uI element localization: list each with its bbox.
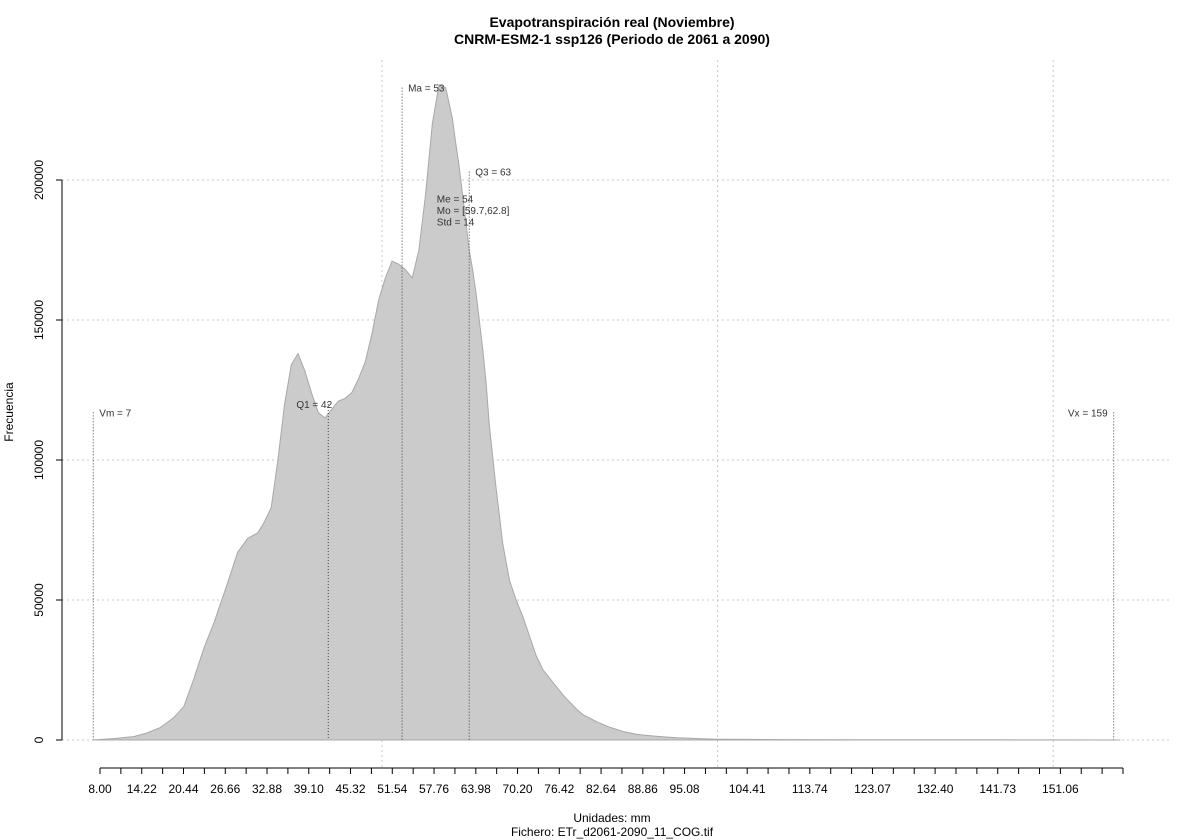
x-tick-label-10: 70.20 (503, 782, 533, 796)
x-tick-label-13: 88.86 (628, 782, 658, 796)
chart-title: Evapotranspiración real (Noviembre) (489, 14, 734, 30)
x-tick-label-16: 113.74 (792, 782, 828, 796)
x-tick-label-19: 141.73 (979, 782, 1016, 796)
x-tick-label-4: 32.88 (252, 782, 282, 796)
stat-label-4: Vx = 159 (1068, 408, 1108, 419)
y-tick-label-1: 50000 (32, 583, 46, 617)
x-tick-label-18: 132.40 (917, 782, 954, 796)
density-area (93, 84, 1121, 741)
x-tick-label-6: 45.32 (336, 782, 366, 796)
x-axis-label: Unidades: mm (573, 811, 650, 825)
x-tick-label-11: 76.42 (544, 782, 574, 796)
y-tick-label-2: 100000 (32, 440, 46, 480)
stats-block-line-1: Mo = [59.7,62.8] (437, 206, 510, 217)
file-footer: Fichero: ETr_d2061-2090_11_COG.tif (511, 825, 714, 839)
y-axis-label: Frecuencia (2, 382, 16, 442)
stat-lines (92, 87, 1115, 740)
annotations: Vm = 7 Q1 = 42 Ma = 53 Q3 = 63 Vx = 159 Me = … (99, 84, 1108, 420)
x-tick-label-8: 57.76 (419, 782, 449, 796)
x-tick-label-9: 63.98 (461, 782, 491, 796)
stat-label-0: Vm = 7 (99, 408, 131, 419)
x-tick-label-1: 14.22 (127, 782, 157, 796)
x-tick-label-5: 39.10 (294, 782, 324, 796)
stat-label-2: Ma = 53 (408, 84, 445, 95)
x-tick-label-2: 20.44 (168, 782, 198, 796)
x-tick-label-15: 104.41 (729, 782, 766, 796)
stat-label-3: Q3 = 63 (475, 168, 511, 179)
x-tick-label-17: 123.07 (854, 782, 891, 796)
stats-block-line-2: Std = 14 (437, 217, 475, 228)
x-tick-label-20: 151.06 (1042, 782, 1079, 796)
density-area-path (93, 84, 1121, 741)
stat-label-1: Q1 = 42 (296, 400, 332, 411)
chart-subtitle: CNRM-ESM2-1 ssp126 (Periodo de 2061 a 20… (454, 31, 770, 47)
x-tick-label-7: 51.54 (377, 782, 407, 796)
x-tick-label-12: 82.64 (586, 782, 616, 796)
stats-block-line-0: Me = 54 (437, 194, 474, 205)
y-tick-label-3: 150000 (32, 300, 46, 340)
axes: 0 50000 100000 150000 200000 8.00 14.22 20.44 26… (32, 160, 1124, 796)
x-tick-label-0: 8.00 (88, 782, 112, 796)
x-tick-label-14: 95.08 (670, 782, 700, 796)
y-tick-label-0: 0 (32, 736, 46, 743)
y-tick-label-4: 200000 (32, 160, 46, 200)
x-tick-label-3: 26.66 (210, 782, 240, 796)
